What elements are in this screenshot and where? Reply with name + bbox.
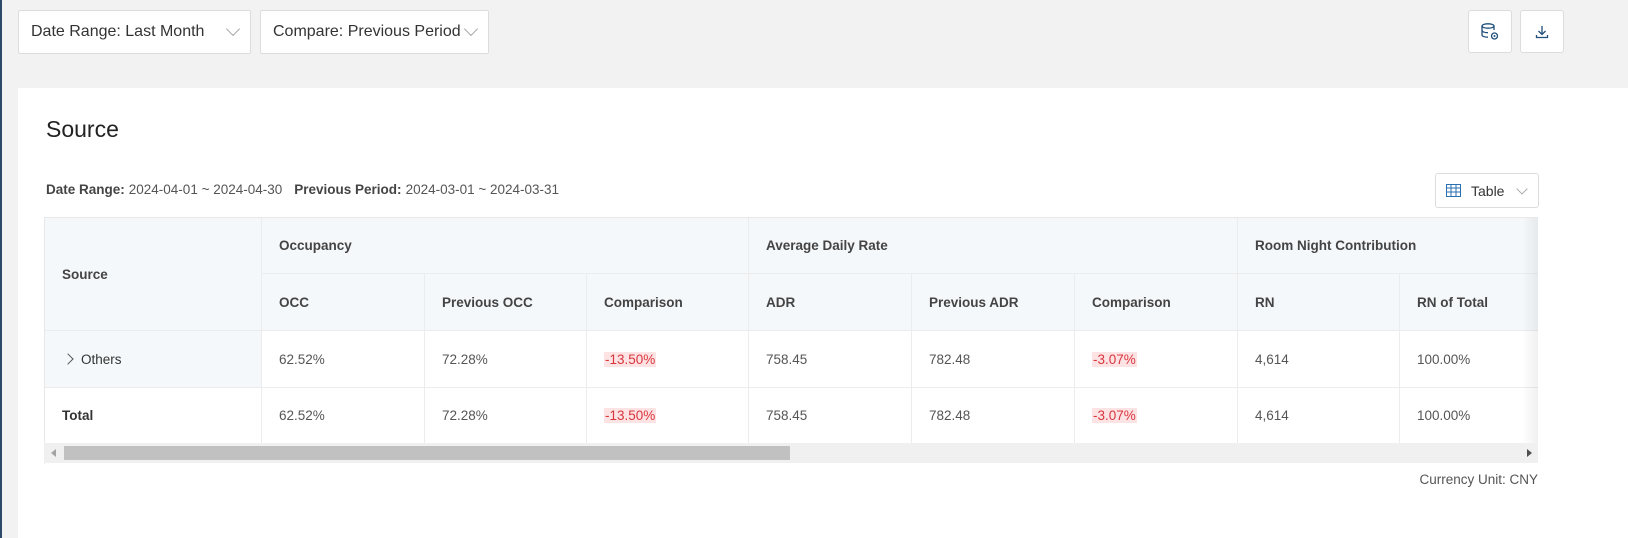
group-header-occupancy: Occupancy xyxy=(262,218,749,274)
table-cell: 782.48 xyxy=(912,331,1075,388)
data-settings-button[interactable] xyxy=(1468,10,1512,53)
date-range-label: Date Range: xyxy=(46,182,125,197)
table-cell: 62.52% xyxy=(262,388,425,444)
table-cell: 782.48 xyxy=(912,388,1075,444)
table-cell: 758.45 xyxy=(749,388,912,444)
column-header-previous-occ: Previous OCC xyxy=(425,274,587,331)
column-header-previous-adr: Previous ADR xyxy=(912,274,1075,331)
table-cell: 62.52% xyxy=(262,331,425,388)
chevron-down-icon xyxy=(463,21,479,37)
column-header-adr-comparison: Comparison xyxy=(1075,274,1238,331)
card-title: Source xyxy=(46,116,119,142)
negative-value: -3.07% xyxy=(1092,408,1137,423)
view-mode-label: Table xyxy=(1471,182,1505,199)
date-range-select[interactable]: Date Range: Last Month xyxy=(18,10,251,54)
chevron-down-icon xyxy=(225,21,241,37)
compare-select-label: Compare: Previous Period xyxy=(273,23,461,40)
scroll-shadow xyxy=(1522,218,1538,444)
table-cell: -3.07% xyxy=(1075,388,1238,444)
group-header-room-night: Room Night Contribution xyxy=(1238,218,1538,274)
chevron-right-icon[interactable] xyxy=(62,353,74,365)
table-cell: -3.07% xyxy=(1075,331,1238,388)
column-header-rn: RN xyxy=(1238,274,1400,331)
table-cell: -13.50% xyxy=(587,388,749,444)
database-settings-icon xyxy=(1481,22,1499,40)
previous-period-label: Previous Period: xyxy=(294,182,402,197)
scroll-left-arrow-icon[interactable] xyxy=(51,449,56,457)
negative-value: -13.50% xyxy=(604,408,657,423)
date-range-select-label: Date Range: Last Month xyxy=(31,23,205,40)
table-cell: 72.28% xyxy=(425,331,587,388)
column-header-occ-comparison: Comparison xyxy=(587,274,749,331)
horizontal-scrollbar[interactable] xyxy=(44,443,1538,463)
table-cell: -13.50% xyxy=(587,331,749,388)
source-report-card: Source Date Range: 2024-04-01 ~ 2024-04-… xyxy=(18,88,1628,538)
table-row-total-label: Total xyxy=(45,388,262,444)
table-cell: 72.28% xyxy=(425,388,587,444)
column-header-occ: OCC xyxy=(262,274,425,331)
previous-period-value: 2024-03-01 ~ 2024-03-31 xyxy=(405,182,560,197)
column-header-adr: ADR xyxy=(749,274,912,331)
view-mode-select[interactable]: Table xyxy=(1435,173,1539,208)
source-table: Source Occupancy Average Daily Rate Room… xyxy=(44,217,1538,464)
table-cell: 4,614 xyxy=(1238,388,1400,444)
negative-value: -3.07% xyxy=(1092,351,1137,367)
window-left-edge xyxy=(0,0,2,538)
compare-select[interactable]: Compare: Previous Period xyxy=(260,10,489,54)
download-icon xyxy=(1535,25,1549,38)
scroll-right-arrow-icon[interactable] xyxy=(1527,449,1532,457)
table-cell: 100.00% xyxy=(1400,388,1538,444)
download-button[interactable] xyxy=(1520,10,1564,53)
table-cell: 100.00% xyxy=(1400,331,1538,388)
table-cell: 4,614 xyxy=(1238,331,1400,388)
date-range-info: Date Range: 2024-04-01 ~ 2024-04-30 Prev… xyxy=(46,182,559,197)
chevron-down-icon xyxy=(1516,183,1528,195)
column-header-source: Source xyxy=(45,218,262,331)
group-header-adr: Average Daily Rate xyxy=(749,218,1238,274)
table-row-others-label[interactable]: Others xyxy=(45,331,262,388)
currency-unit: Currency Unit: CNY xyxy=(1419,472,1538,487)
column-header-rn-of-total: RN of Total xyxy=(1400,274,1538,331)
date-range-value: 2024-04-01 ~ 2024-04-30 xyxy=(128,182,283,197)
table-cell: 758.45 xyxy=(749,331,912,388)
negative-value: -13.50% xyxy=(604,351,657,367)
scrollbar-thumb[interactable] xyxy=(64,446,790,460)
table-icon xyxy=(1446,184,1461,197)
